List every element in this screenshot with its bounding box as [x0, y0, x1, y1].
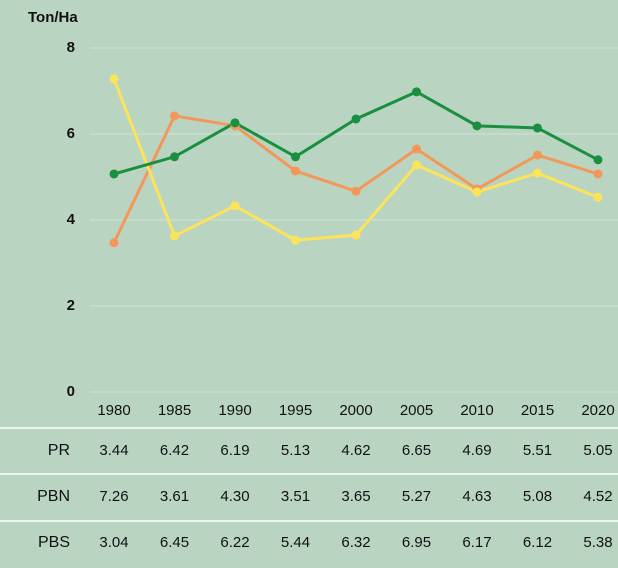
table-cell: 5.38 [583, 534, 612, 551]
data-point [593, 155, 603, 165]
table-cell: 6.65 [402, 442, 431, 459]
table-cell: 6.19 [220, 442, 249, 459]
table-cell: 5.27 [402, 488, 431, 505]
table-cell: 3.51 [281, 488, 310, 505]
y-tick-label: 8 [67, 39, 75, 56]
table-cell: 7.26 [99, 488, 128, 505]
table-cell: 6.17 [462, 534, 491, 551]
data-point [412, 87, 421, 97]
table-cell: 3.61 [160, 488, 189, 505]
data-point [412, 144, 421, 154]
y-tick-label: 6 [67, 125, 75, 142]
table-cell: 6.12 [523, 534, 552, 551]
data-point [109, 238, 119, 248]
table-cell: 3.65 [341, 488, 370, 505]
x-tick-label: 2015 [521, 402, 554, 419]
data-point [533, 168, 542, 178]
data-point [109, 74, 119, 84]
data-point [351, 186, 361, 196]
data-point [351, 114, 361, 124]
x-tick-label: 2005 [400, 402, 433, 419]
data-point [472, 121, 482, 131]
table-cell: 5.51 [523, 442, 552, 459]
series-line [112, 114, 599, 244]
data-point [533, 150, 542, 160]
row-label: PBS [38, 534, 70, 551]
table-cell: 5.05 [583, 442, 612, 459]
table-cell: 6.42 [160, 442, 189, 459]
series-line [112, 78, 599, 242]
data-point [412, 160, 421, 170]
table-cell: 6.95 [402, 534, 431, 551]
y-tick-label: 4 [67, 211, 76, 228]
table-cell: 4.63 [462, 488, 491, 505]
data-point [533, 123, 542, 133]
table-cell: 5.44 [281, 534, 310, 551]
data-point [472, 187, 482, 197]
data-point [291, 166, 300, 176]
data-point [593, 192, 603, 202]
data-point [593, 169, 603, 179]
table-cell: 4.30 [220, 488, 249, 505]
table-cell: 6.22 [220, 534, 249, 551]
x-tick-label: 1995 [279, 402, 312, 419]
y-tick-label: 2 [67, 297, 75, 314]
x-tick-label: 2010 [460, 402, 493, 419]
data-point [170, 231, 179, 241]
table-cell: 5.13 [281, 442, 310, 459]
data-point [170, 111, 179, 121]
x-tick-label: 1990 [218, 402, 251, 419]
table-cell: 6.32 [341, 534, 370, 551]
table-cell: 4.52 [583, 488, 612, 505]
data-point [291, 235, 300, 245]
table-cell: 4.62 [341, 442, 370, 459]
table-cell: 3.44 [99, 442, 128, 459]
table-cell: 3.04 [99, 534, 128, 551]
y-tick-label: 0 [67, 383, 75, 400]
row-label: PR [48, 442, 70, 459]
data-point [109, 169, 119, 179]
data-point [351, 230, 361, 240]
table-cell: 4.69 [462, 442, 491, 459]
data-point [291, 152, 300, 162]
x-tick-label: 2000 [339, 402, 372, 419]
row-label: PBN [37, 488, 70, 505]
table-cell: 5.08 [523, 488, 552, 505]
data-point [230, 201, 240, 211]
x-tick-label: 1980 [97, 402, 130, 419]
y-axis-label: Ton/Ha [28, 9, 78, 26]
x-tick-label: 2020 [581, 402, 614, 419]
x-tick-label: 1985 [158, 402, 191, 419]
data-point [230, 118, 240, 128]
data-point [170, 152, 179, 162]
table-cell: 6.45 [160, 534, 189, 551]
